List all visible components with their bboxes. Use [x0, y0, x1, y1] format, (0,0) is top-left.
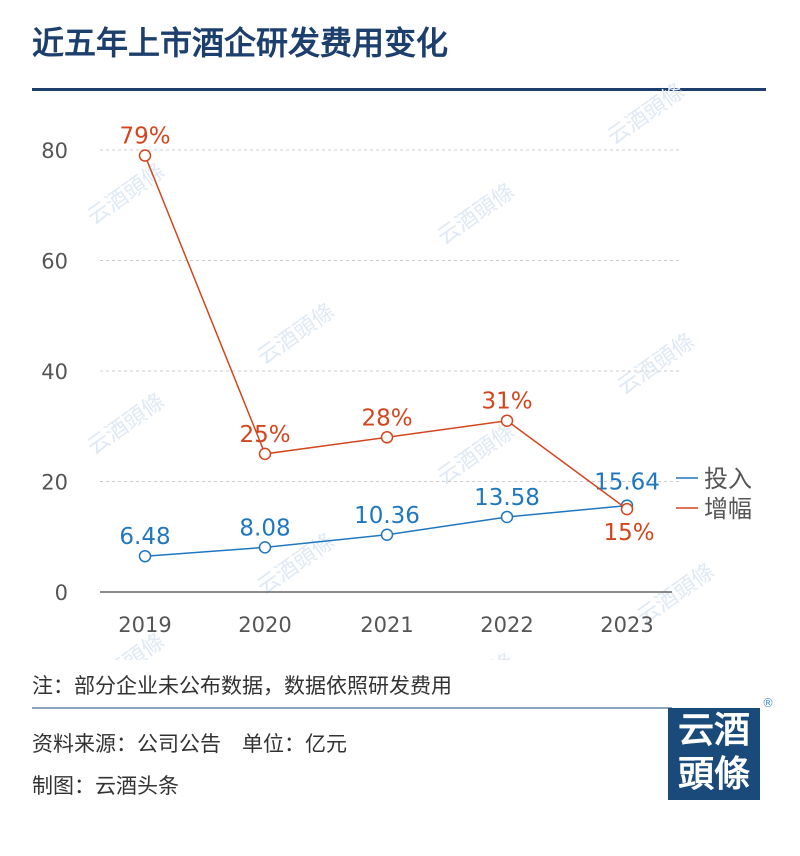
page-title: 近五年上市酒企研发费用变化: [32, 24, 449, 62]
data-label: 13.58: [474, 485, 540, 511]
watermark: 云酒頭條: [83, 389, 169, 460]
data-point: [258, 541, 272, 554]
data-point: [138, 549, 152, 563]
data-point: [138, 149, 152, 162]
watermark: 云酒頭條: [83, 159, 169, 230]
data-label: 79%: [119, 124, 170, 150]
y-tick-label: 20: [41, 471, 68, 495]
data-point: [380, 431, 394, 444]
data-label: 8.08: [239, 515, 290, 541]
brand-logo: 云酒 頭條: [668, 708, 760, 800]
data-point: [620, 502, 634, 516]
x-tick-label: 2021: [360, 613, 413, 637]
y-tick-label: 80: [41, 139, 68, 163]
x-tick-label: 2019: [118, 613, 171, 637]
y-tick-label: 40: [41, 360, 68, 384]
footer-divider: [32, 707, 672, 709]
watermark: 云酒頭條: [433, 649, 519, 660]
data-label: 10.36: [354, 503, 420, 529]
title-divider: [32, 88, 766, 91]
y-tick-label: 60: [41, 250, 68, 274]
y-tick-label: 0: [55, 581, 68, 605]
data-label: 25%: [239, 422, 290, 448]
note-text: 注：部分企业未公布数据，数据依照研发费用: [32, 674, 452, 698]
source-text: 资料来源：公司公告 单位：亿元: [32, 732, 347, 756]
data-label: 31%: [481, 389, 532, 415]
data-point: [380, 528, 394, 542]
watermark: 云酒頭條: [603, 79, 689, 150]
watermark: 云酒頭條: [253, 299, 339, 370]
credit-text: 制图：云酒头条: [32, 774, 179, 798]
x-tick-label: 2023: [600, 613, 653, 637]
data-point: [500, 414, 514, 427]
legend-label: 增幅: [704, 495, 752, 523]
x-tick-label: 2022: [480, 613, 533, 637]
data-point: [258, 447, 272, 461]
x-tick-label: 2020: [238, 613, 291, 637]
data-label: 28%: [361, 405, 412, 431]
legend-label: 投入: [704, 465, 752, 493]
data-label: 15%: [603, 520, 654, 546]
watermark: 云酒頭條: [613, 329, 699, 400]
line-chart: 云酒頭條云酒頭條云酒頭條云酒頭條云酒頭條云酒頭條云酒頭條云酒頭條云酒頭條云酒頭條…: [41, 79, 752, 660]
data-label: 15.64: [594, 470, 660, 496]
registered-mark: ®: [762, 696, 774, 710]
series-line-增幅: [144, 155, 628, 510]
watermark: 云酒頭條: [433, 179, 519, 250]
data-point: [500, 510, 514, 524]
data-label: 6.48: [119, 524, 170, 550]
